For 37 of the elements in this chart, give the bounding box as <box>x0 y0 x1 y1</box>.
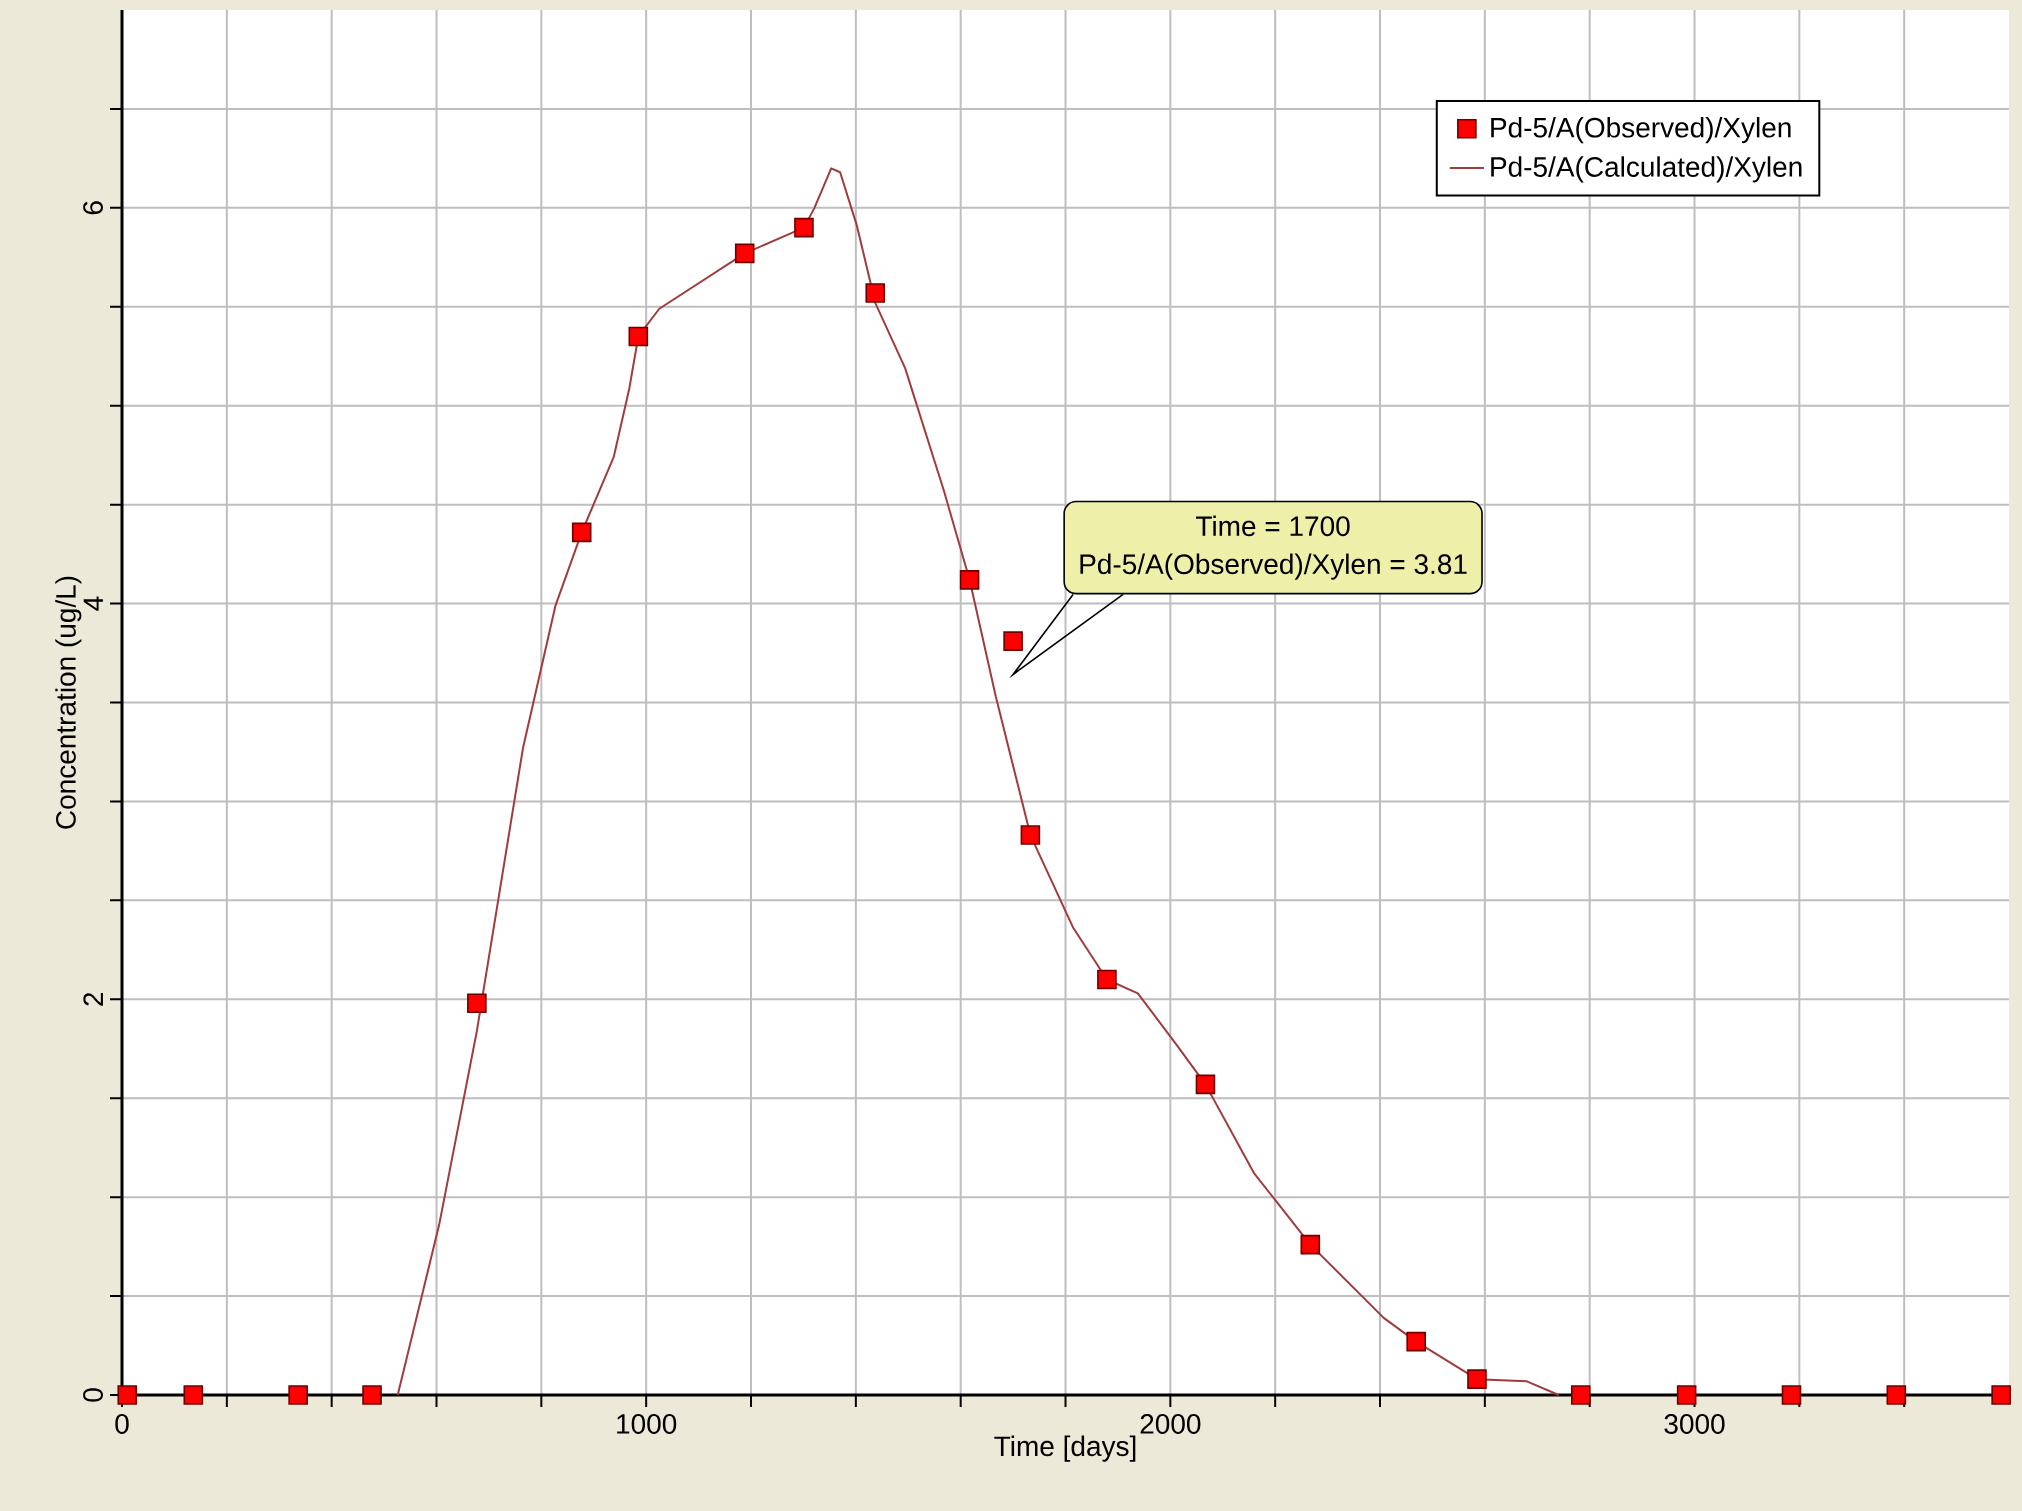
point <box>1020 825 1041 845</box>
y-tick-label: 2 <box>83 992 103 1006</box>
annotation: Time = 1700 <box>1196 515 1350 537</box>
point <box>1570 1385 1591 1405</box>
point <box>183 1385 204 1405</box>
point <box>1300 1234 1321 1255</box>
x-tick-label: 3000 <box>1664 1414 1725 1434</box>
point <box>628 326 649 347</box>
point <box>571 522 592 543</box>
point <box>794 217 814 238</box>
point <box>1195 1074 1216 1095</box>
x-tick-label: 2000 <box>1140 1414 1201 1434</box>
y-tick-label: 0 <box>83 1388 103 1402</box>
point <box>734 243 755 264</box>
legend-label: Pd-5/A(Calculated)/Xylen <box>1491 156 1802 183</box>
point <box>467 993 487 1014</box>
point <box>1676 1385 1697 1405</box>
y-axis-title: Concentration (ug/L) <box>55 576 82 829</box>
y-tick-label: 6 <box>83 201 103 215</box>
point <box>1467 1369 1487 1389</box>
legend-label: Pd-5/A(Observed)/Xylen <box>1491 117 1791 144</box>
point <box>1886 1385 1907 1405</box>
y-tick-label: 4 <box>83 596 103 611</box>
point <box>117 1385 138 1405</box>
x-tick-label: 0 <box>115 1414 129 1434</box>
point <box>362 1385 382 1405</box>
x-tick-label: 1000 <box>617 1414 677 1434</box>
x-axis-title: Time [days] <box>994 1435 1136 1462</box>
point <box>865 283 886 303</box>
point <box>1781 1385 1802 1405</box>
annotation: Pd-5/A(Observed)/Xylen = 3.81 <box>1080 553 1467 580</box>
point <box>1991 1385 2011 1405</box>
point <box>288 1385 308 1405</box>
point <box>959 570 980 590</box>
point <box>1406 1331 1426 1352</box>
point <box>1097 969 1117 990</box>
point <box>1003 631 1023 651</box>
